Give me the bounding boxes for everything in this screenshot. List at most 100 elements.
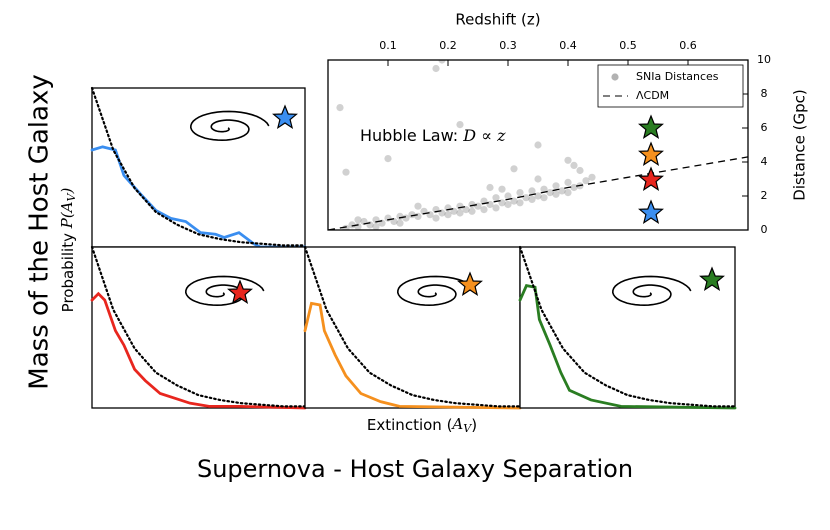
data-point bbox=[336, 104, 344, 112]
data-point bbox=[342, 168, 350, 176]
data-point bbox=[588, 173, 596, 181]
reference-curve bbox=[518, 245, 737, 408]
panel-frame bbox=[519, 246, 736, 409]
x-tick-label: 0.2 bbox=[439, 39, 457, 52]
data-point bbox=[570, 161, 578, 169]
data-point bbox=[540, 194, 548, 202]
annotation-part: D ∝ z bbox=[462, 126, 506, 145]
data-point bbox=[396, 219, 404, 227]
data-point bbox=[408, 211, 416, 219]
data-point bbox=[402, 214, 410, 222]
data-point bbox=[432, 64, 440, 73]
reference-curve bbox=[303, 245, 522, 408]
y-tick-label: 0 bbox=[761, 223, 768, 236]
x-tick-label: 0.4 bbox=[559, 39, 577, 52]
data-point bbox=[354, 223, 362, 230]
extinction-curve bbox=[303, 301, 522, 410]
galaxy-icon bbox=[189, 110, 270, 142]
panel-xlabel: Extinction (AV) bbox=[367, 415, 477, 435]
data-point bbox=[564, 178, 572, 186]
y-tick-label: 6 bbox=[761, 121, 768, 134]
data-point bbox=[432, 214, 440, 222]
x-tick-label: 0.5 bbox=[619, 39, 637, 52]
plots: 0.1 0.2 0.3 0.4 0.5 0.6 0 2 4 6 8 10 Redshift (z) Dis… bbox=[90, 11, 809, 410]
data-point bbox=[564, 189, 572, 197]
label-part: A bbox=[450, 415, 463, 433]
label-part: ) bbox=[471, 416, 477, 434]
data-point bbox=[468, 207, 476, 215]
data-point bbox=[504, 192, 512, 200]
panel-ylabel: Probability P(AV) bbox=[58, 188, 78, 313]
data-point bbox=[516, 199, 524, 207]
data-point bbox=[582, 177, 590, 185]
data-point bbox=[414, 212, 422, 220]
data-point bbox=[462, 206, 470, 214]
data-point bbox=[396, 212, 404, 220]
data-point bbox=[534, 175, 542, 183]
label-part: V bbox=[463, 422, 472, 435]
figure-ylabel: Mass of the Host Galaxy bbox=[25, 74, 55, 389]
data-point bbox=[486, 183, 494, 192]
x-tick-label: 0.3 bbox=[499, 39, 517, 52]
y-tick-label: 4 bbox=[761, 155, 768, 168]
galaxy-icon bbox=[611, 275, 692, 307]
data-point bbox=[570, 183, 578, 192]
data-point bbox=[498, 185, 506, 193]
y-tick-label: 10 bbox=[757, 53, 771, 66]
x-axis-label: Redshift (z) bbox=[455, 11, 540, 29]
y-axis-label: Distance (Gpc) bbox=[791, 89, 809, 200]
data-point bbox=[492, 204, 500, 212]
plot-area bbox=[328, 60, 748, 230]
label-part: V bbox=[65, 192, 78, 201]
x-tick-label: 0.6 bbox=[679, 39, 697, 52]
data-point bbox=[528, 187, 536, 195]
legend-marker bbox=[611, 73, 619, 81]
data-point bbox=[522, 194, 530, 202]
legend-label: ΛCDM bbox=[636, 89, 669, 102]
legend-label: SNIa Distances bbox=[636, 70, 719, 83]
y-tick-label: 8 bbox=[761, 87, 768, 100]
panel-frame bbox=[91, 87, 306, 248]
data-point bbox=[552, 190, 560, 198]
label-part: Probability bbox=[59, 228, 77, 312]
data-point bbox=[438, 60, 446, 64]
data-point bbox=[564, 156, 572, 164]
data-point bbox=[510, 165, 518, 173]
data-point bbox=[540, 185, 548, 193]
extinction-curve bbox=[90, 291, 307, 410]
data-point bbox=[516, 189, 524, 197]
data-point bbox=[372, 223, 380, 230]
data-point bbox=[528, 195, 536, 203]
figure-xlabel: Supernova - Host Galaxy Separation bbox=[197, 455, 633, 483]
label-part: ) bbox=[58, 188, 76, 195]
data-point bbox=[504, 200, 512, 209]
extinction-curve bbox=[90, 145, 307, 249]
extinction-curve bbox=[518, 284, 737, 410]
data-point bbox=[480, 206, 488, 214]
data-point bbox=[414, 202, 422, 210]
data-point bbox=[456, 121, 464, 129]
label-part: Extinction ( bbox=[367, 416, 453, 434]
data-point bbox=[510, 197, 518, 205]
data-point bbox=[384, 155, 392, 163]
reference-curve bbox=[90, 245, 307, 408]
x-tick-label: 0.1 bbox=[379, 39, 397, 52]
data-point bbox=[456, 209, 464, 217]
data-point bbox=[558, 187, 566, 195]
panel-frame bbox=[91, 246, 306, 409]
annotation: Hubble Law: D ∝ z bbox=[360, 126, 506, 145]
data-point bbox=[546, 189, 554, 197]
annotation-part: Hubble Law: bbox=[360, 126, 463, 145]
panel-frame bbox=[304, 246, 521, 409]
galaxy-icon bbox=[396, 275, 477, 307]
data-point bbox=[576, 166, 584, 175]
label-part: P(A bbox=[58, 201, 76, 229]
data-point bbox=[354, 216, 362, 224]
data-point bbox=[534, 192, 542, 200]
data-point bbox=[534, 141, 542, 149]
data-point bbox=[492, 194, 500, 202]
data-point bbox=[444, 211, 452, 219]
data-point bbox=[552, 182, 560, 190]
legend-box bbox=[597, 64, 744, 108]
